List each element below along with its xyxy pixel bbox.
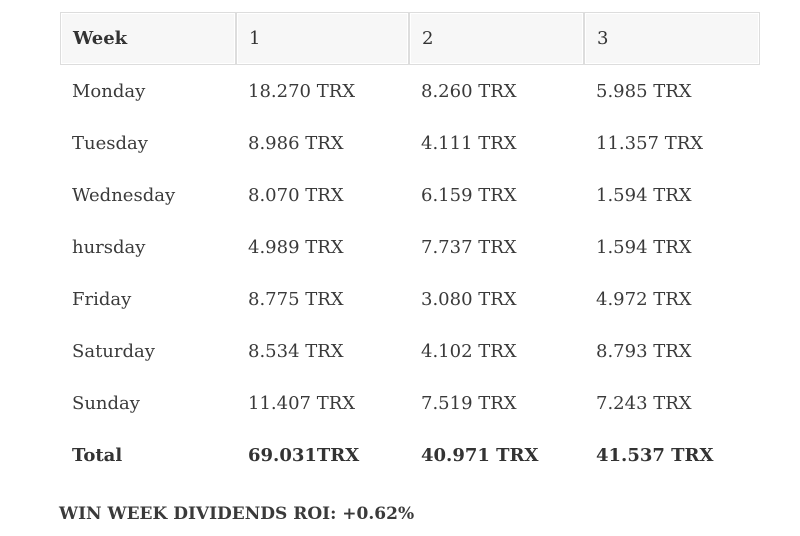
value-cell: 8.793 TRX bbox=[596, 340, 692, 362]
total-value: 69.031TRX bbox=[248, 444, 360, 466]
day-cell: Monday bbox=[72, 80, 146, 102]
table-row-wednesday: Wednesday 8.070 TRX 6.159 TRX 1.594 TRX bbox=[60, 169, 760, 221]
value-cell: 8.986 TRX bbox=[248, 132, 344, 154]
value-cell: 7.519 TRX bbox=[421, 392, 517, 414]
value-cell: 3.080 TRX bbox=[421, 288, 517, 310]
day-cell: Sunday bbox=[72, 392, 140, 414]
value-cell: 4.111 TRX bbox=[421, 132, 517, 154]
total-value: 41.537 TRX bbox=[596, 444, 714, 466]
day-cell: Friday bbox=[72, 288, 132, 310]
total-label: Total bbox=[72, 444, 123, 466]
day-cell: Saturday bbox=[72, 340, 155, 362]
day-cell: Tuesday bbox=[72, 132, 148, 154]
value-cell: 8.070 TRX bbox=[248, 184, 344, 206]
table-body: Monday 18.270 TRX 8.260 TRX 5.985 TRX Tu… bbox=[60, 65, 760, 481]
table-row-friday: Friday 8.775 TRX 3.080 TRX 4.972 TRX bbox=[60, 273, 760, 325]
value-cell: 4.989 TRX bbox=[248, 236, 344, 258]
table-row-monday: Monday 18.270 TRX 8.260 TRX 5.985 TRX bbox=[60, 65, 760, 117]
value-cell: 5.985 TRX bbox=[596, 80, 692, 102]
header-week-2: 2 bbox=[409, 12, 584, 65]
dividends-table-container: Week 1 2 3 Monday 18.270 TRX 8.260 TRX 5… bbox=[60, 12, 760, 481]
total-value: 40.971 TRX bbox=[421, 444, 539, 466]
value-cell: 1.594 TRX bbox=[596, 236, 692, 258]
roi-summary: WIN WEEK DIVIDENDS ROI: +0.62% bbox=[59, 504, 415, 524]
header-week-3: 3 bbox=[584, 12, 760, 65]
value-cell: 7.243 TRX bbox=[596, 392, 692, 414]
value-cell: 4.102 TRX bbox=[421, 340, 517, 362]
value-cell: 11.407 TRX bbox=[248, 392, 356, 414]
header-row: Week 1 2 3 bbox=[60, 12, 760, 65]
value-cell: 6.159 TRX bbox=[421, 184, 517, 206]
value-cell: 11.357 TRX bbox=[596, 132, 704, 154]
header-week-1: 1 bbox=[236, 12, 409, 65]
table-row-sunday: Sunday 11.407 TRX 7.519 TRX 7.243 TRX bbox=[60, 377, 760, 429]
day-cell: hursday bbox=[72, 236, 146, 258]
header-week: Week bbox=[60, 12, 236, 65]
day-cell: Wednesday bbox=[72, 184, 176, 206]
value-cell: 8.534 TRX bbox=[248, 340, 344, 362]
value-cell: 8.775 TRX bbox=[248, 288, 344, 310]
value-cell: 18.270 TRX bbox=[248, 80, 356, 102]
value-cell: 8.260 TRX bbox=[421, 80, 517, 102]
table-row-saturday: Saturday 8.534 TRX 4.102 TRX 8.793 TRX bbox=[60, 325, 760, 377]
table-header: Week 1 2 3 bbox=[60, 12, 760, 65]
dividends-table: Week 1 2 3 Monday 18.270 TRX 8.260 TRX 5… bbox=[60, 12, 760, 481]
value-cell: 7.737 TRX bbox=[421, 236, 517, 258]
table-row-tuesday: Tuesday 8.986 TRX 4.111 TRX 11.357 TRX bbox=[60, 117, 760, 169]
table-row-thursday: hursday 4.989 TRX 7.737 TRX 1.594 TRX bbox=[60, 221, 760, 273]
value-cell: 4.972 TRX bbox=[596, 288, 692, 310]
table-row-total: Total 69.031TRX 40.971 TRX 41.537 TRX bbox=[60, 429, 760, 481]
value-cell: 1.594 TRX bbox=[596, 184, 692, 206]
